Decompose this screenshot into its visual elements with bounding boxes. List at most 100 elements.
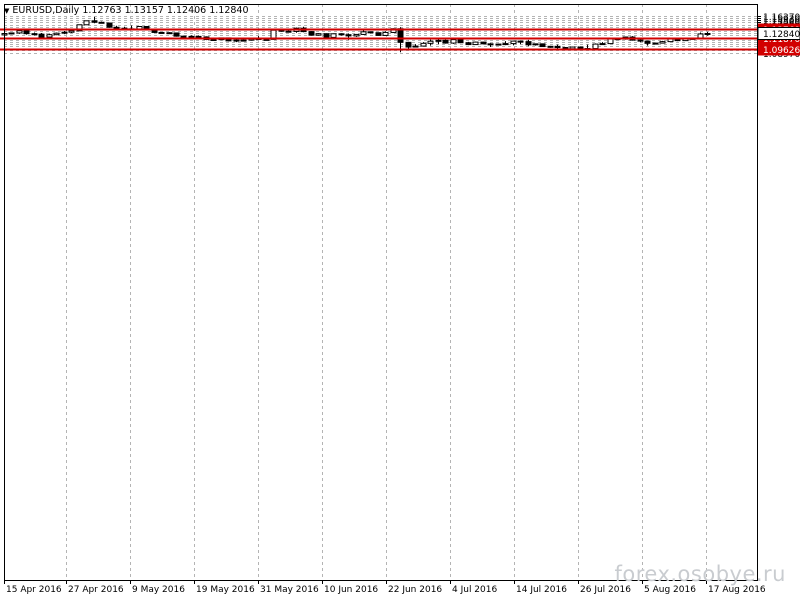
candle <box>502 41 509 46</box>
y-tick-label: 1.16370 <box>763 13 800 23</box>
candle-body-bull <box>427 40 434 44</box>
candle-body-bear <box>405 41 412 48</box>
candle <box>68 30 75 33</box>
y-tick-label: 1.15500 <box>763 17 800 27</box>
candle-body-bull <box>8 32 15 35</box>
x-tick-label: 9 May 2016 <box>132 585 185 595</box>
candle <box>704 31 711 36</box>
current-price-box <box>757 27 800 40</box>
candle <box>644 40 651 46</box>
candle <box>61 30 68 35</box>
candle <box>8 32 15 35</box>
candle-body-bull <box>659 41 666 44</box>
candle-body-bull <box>547 45 554 48</box>
candle <box>659 40 666 44</box>
candle-body-bear <box>38 33 45 38</box>
candle <box>487 43 494 48</box>
level-lines <box>0 28 757 51</box>
candle <box>31 32 38 36</box>
candle-body-bull <box>263 38 270 41</box>
candle <box>233 39 240 43</box>
candle-body-bear <box>91 20 98 23</box>
candle-body-bull <box>704 32 711 35</box>
candle <box>472 41 479 46</box>
x-tick-label: 10 Jun 2016 <box>324 585 378 595</box>
candle <box>330 33 337 38</box>
candle-body-bull <box>83 20 90 26</box>
candle <box>547 45 554 48</box>
candle <box>188 35 195 38</box>
candle-body-bull <box>76 24 83 32</box>
level-price-box <box>758 43 800 56</box>
chart-header: ▼ EURUSD,Daily 1.12763 1.13157 1.12406 1… <box>4 5 249 16</box>
candle-body-bull <box>532 43 539 46</box>
candle <box>495 43 502 46</box>
x-tick-label: 17 Aug 2016 <box>708 585 766 595</box>
level-price-label: 1.09626 <box>763 46 800 56</box>
candle <box>599 42 606 46</box>
candle <box>517 40 524 45</box>
symbol-timeframe: EURUSD,Daily <box>12 5 80 16</box>
candle-body-bear <box>31 33 38 36</box>
candle <box>91 16 98 24</box>
candle <box>450 39 457 44</box>
candle-body-bull <box>450 39 457 44</box>
candle-body-bear <box>106 22 113 28</box>
candle <box>113 25 120 29</box>
candle <box>412 44 419 48</box>
candle <box>637 39 644 43</box>
candle-body-bull <box>68 30 75 33</box>
x-tick-label: 14 Jul 2016 <box>516 585 567 595</box>
candle-body-bear <box>457 39 464 44</box>
candle <box>166 32 173 35</box>
candle-body-bull <box>472 41 479 46</box>
triangle-down-icon: ▼ <box>4 6 10 15</box>
time-axis: 15 Apr 2016 27 Apr 2016 9 May 2016 19 May 2… <box>4 580 766 595</box>
candle-body-bear <box>465 42 472 46</box>
candle-body-bear <box>23 30 30 35</box>
ohlc-values: 1.12763 1.13157 1.12406 1.12840 <box>82 5 249 16</box>
candle-body-bull <box>233 39 240 42</box>
candle <box>83 20 90 26</box>
grid <box>4 4 757 580</box>
x-tick-label: 22 Jun 2016 <box>388 585 442 595</box>
candle-body-bull <box>420 42 427 47</box>
candle-body-bear <box>158 31 165 34</box>
candle-body-bear <box>367 31 374 34</box>
candle <box>510 40 517 46</box>
x-tick-label: 15 Apr 2016 <box>6 585 62 595</box>
frame-rect <box>4 4 758 581</box>
candle-body-bull <box>353 33 360 37</box>
candle <box>532 43 539 46</box>
candle-body-bear <box>98 21 105 24</box>
candle-body-bear <box>113 26 120 29</box>
candle-body-bear <box>480 41 487 45</box>
candle-body-bear <box>397 28 404 43</box>
current-price-label: 1.12840 <box>763 30 800 40</box>
candle <box>405 41 412 50</box>
candle <box>16 29 23 34</box>
candle-body-bear <box>338 33 345 36</box>
candle-body-bull <box>412 45 419 48</box>
candle <box>38 32 45 38</box>
candle <box>308 31 315 36</box>
x-tick-label: 19 May 2016 <box>196 585 255 595</box>
candle-body-bear <box>637 39 644 42</box>
candle-body-bull <box>61 31 68 34</box>
candle <box>480 41 487 45</box>
x-tick-label: 26 Jul 2016 <box>580 585 631 595</box>
candle-body-bear <box>180 35 187 38</box>
candle <box>375 32 382 36</box>
candle <box>427 39 434 46</box>
candle-body-bull <box>599 43 606 46</box>
candle-body-bear <box>554 45 561 49</box>
candle-body-bear <box>285 30 292 33</box>
candle-body-bear <box>195 35 202 38</box>
candle-body-bear <box>375 32 382 36</box>
candle <box>158 31 165 34</box>
candle-body-bull <box>240 39 247 42</box>
candle-body-bull <box>53 32 60 36</box>
candle <box>525 39 532 47</box>
